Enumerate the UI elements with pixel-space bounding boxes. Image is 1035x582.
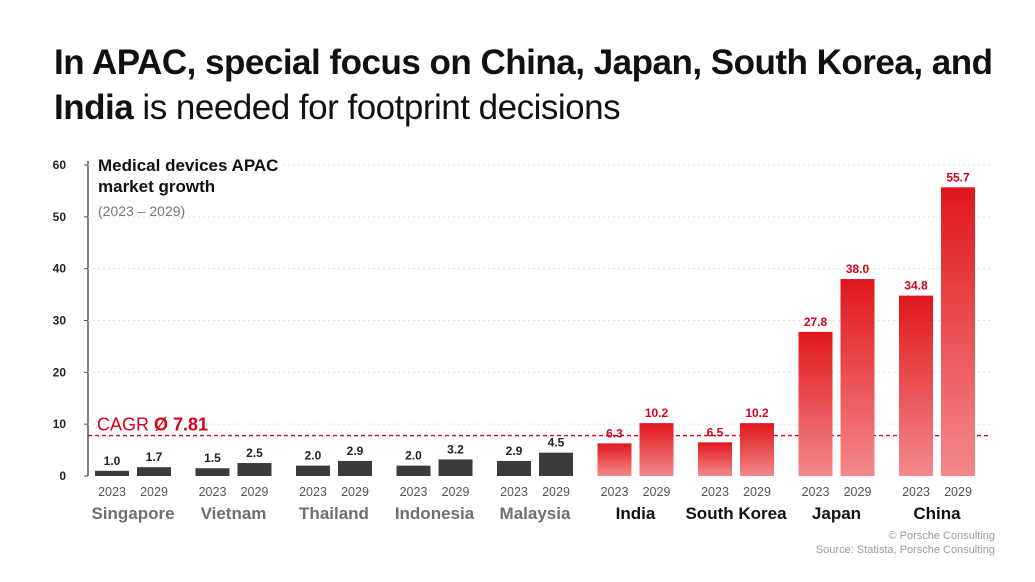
y-tick-label: 60 xyxy=(53,158,67,172)
data-label: 6.5 xyxy=(707,425,724,439)
data-label: 38.0 xyxy=(846,262,870,276)
chart-period: (2023 – 2029) xyxy=(98,203,186,219)
bar-thailand-2029 xyxy=(338,460,372,476)
year-label: 2029 xyxy=(743,485,771,499)
data-label: 27.8 xyxy=(804,315,828,329)
category-label: China xyxy=(913,504,961,523)
data-label: 2.0 xyxy=(305,449,322,463)
headline-regular: is needed for footprint decisions xyxy=(133,88,621,127)
data-label: 4.5 xyxy=(548,436,565,450)
y-tick-label: 50 xyxy=(53,210,67,224)
data-label: 2.0 xyxy=(405,449,422,463)
category-label: Singapore xyxy=(91,504,174,523)
data-label: 10.2 xyxy=(645,406,669,420)
cagr-label: CAGR Ø 7.81 xyxy=(97,415,208,435)
source-text: Source: Statista, Porsche Consulting xyxy=(815,544,995,556)
year-label: 2029 xyxy=(442,485,470,499)
bar-india-2029 xyxy=(639,423,674,476)
data-label: 2.9 xyxy=(506,444,523,458)
data-label: 6.3 xyxy=(606,426,623,440)
data-label: 1.7 xyxy=(146,450,163,464)
data-label: 55.7 xyxy=(946,170,970,184)
category-label: Japan xyxy=(812,504,861,523)
bar-thailand-2023 xyxy=(296,465,330,476)
year-label: 2029 xyxy=(944,485,972,499)
year-label: 2029 xyxy=(844,485,872,499)
year-label: 2023 xyxy=(802,485,830,499)
year-label: 2029 xyxy=(643,485,671,499)
cagr-value: Ø 7.81 xyxy=(154,415,208,435)
data-label: 10.2 xyxy=(745,406,769,420)
category-label: Indonesia xyxy=(395,504,475,523)
data-label: 2.9 xyxy=(347,444,364,458)
category-label: Vietnam xyxy=(201,504,267,523)
bar-vietnam-2029 xyxy=(237,463,272,476)
bar-singapore-2023 xyxy=(95,470,129,476)
chart-subtitle-line2: market growth xyxy=(98,177,216,196)
headline: In APAC, special focus on China, Japan, … xyxy=(54,40,1014,130)
bar-south-korea-2029 xyxy=(740,423,774,476)
cagr-prefix: CAGR xyxy=(97,415,154,435)
year-label: 2029 xyxy=(140,485,168,499)
headline-bold: In APAC, special focus on China, Japan, … xyxy=(54,43,993,127)
year-label: 2023 xyxy=(601,485,629,499)
bar-china-2029 xyxy=(941,187,975,476)
chart-subtitle: Medical devices APAC market growth xyxy=(98,155,278,197)
year-label: 2023 xyxy=(400,485,428,499)
bar-singapore-2029 xyxy=(137,467,171,476)
bar-malaysia-2023 xyxy=(497,460,531,476)
footer: © Porsche Consulting Source: Statista, P… xyxy=(816,529,995,557)
year-label: 2023 xyxy=(299,485,327,499)
bar-japan-2023 xyxy=(798,331,833,476)
category-label: South Korea xyxy=(685,504,787,523)
bar-japan-2029 xyxy=(840,279,875,476)
year-label: 2023 xyxy=(98,485,126,499)
y-tick-label: 40 xyxy=(53,262,67,276)
bar-malaysia-2029 xyxy=(539,452,573,476)
bar-vietnam-2023 xyxy=(195,468,230,476)
bar-india-2023 xyxy=(597,443,632,476)
year-label: 2023 xyxy=(500,485,528,499)
bar-china-2023 xyxy=(899,295,933,476)
year-label: 2029 xyxy=(241,485,269,499)
data-label: 3.2 xyxy=(447,442,464,456)
year-label: 2023 xyxy=(199,485,227,499)
chart-subtitle-line1: Medical devices APAC xyxy=(98,156,279,175)
category-label: Thailand xyxy=(299,504,369,523)
year-label: 2023 xyxy=(902,485,930,499)
data-label: 1.5 xyxy=(204,451,221,465)
copyright-text: © Porsche Consulting xyxy=(888,530,995,542)
bar-indonesia-2029 xyxy=(438,459,473,476)
bar-indonesia-2023 xyxy=(396,465,431,476)
y-tick-label: 30 xyxy=(53,314,67,328)
y-tick-label: 20 xyxy=(53,365,67,379)
year-label: 2023 xyxy=(701,485,729,499)
data-label: 34.8 xyxy=(904,279,928,293)
data-label: 2.5 xyxy=(246,446,263,460)
data-label: 1.0 xyxy=(104,454,121,468)
category-label: Malaysia xyxy=(500,504,571,523)
bar-south-korea-2023 xyxy=(698,442,732,476)
y-tick-label: 0 xyxy=(59,469,66,483)
year-label: 2029 xyxy=(341,485,369,499)
y-tick-label: 10 xyxy=(53,417,67,431)
year-label: 2029 xyxy=(542,485,570,499)
category-label: India xyxy=(616,504,656,523)
